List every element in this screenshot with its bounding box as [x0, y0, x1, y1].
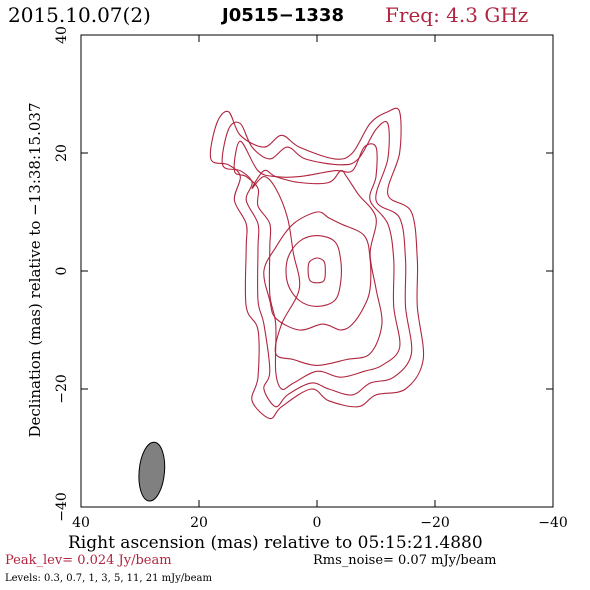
- contour-level: [263, 211, 372, 331]
- y-tick-label: −40: [54, 492, 70, 522]
- frequency-label: Freq: 4.3 GHz: [385, 3, 529, 27]
- contour-level: [251, 169, 383, 366]
- rms-noise: Rms_noise= 0.07 mJy/beam: [313, 553, 497, 568]
- y-tick-label: 0: [54, 267, 70, 276]
- y-tick-label: 20: [54, 144, 70, 162]
- contour-level: [233, 140, 401, 390]
- observation-date: 2015.10.07(2): [8, 3, 151, 27]
- plot-frame: [80, 34, 554, 508]
- y-tick-label: −20: [54, 374, 70, 404]
- source-name: J0515−1338: [222, 5, 344, 26]
- contour-levels: Levels: 0.3, 0.7, 1, 3, 5, 11, 21 mJy/be…: [5, 573, 212, 584]
- contour-level: [307, 257, 326, 284]
- x-tick-label: 40: [72, 515, 90, 531]
- contour-level: [285, 235, 342, 307]
- x-tick-label: −40: [538, 515, 568, 531]
- x-tick-label: −20: [420, 515, 450, 531]
- beam-ellipse: [138, 441, 166, 502]
- peak-level: Peak_lev= 0.024 Jy/beam: [5, 553, 172, 568]
- x-tick-label: 20: [190, 515, 208, 531]
- contour-level: [209, 107, 425, 420]
- x-tick-label: 0: [313, 515, 322, 531]
- y-tick-label: 40: [54, 26, 70, 44]
- contour-level: [221, 120, 413, 408]
- x-axis-label: Right ascension (mas) relative to 05:15:…: [68, 533, 483, 553]
- y-axis-label: Declination (mas) relative to −13:38:15.…: [26, 102, 44, 438]
